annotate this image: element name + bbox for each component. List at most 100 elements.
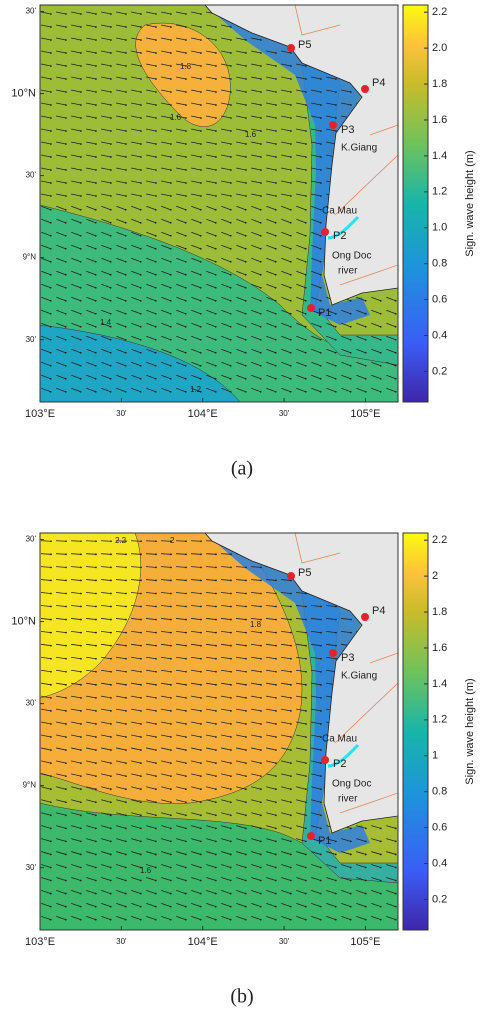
wave-arrow: [116, 838, 126, 842]
wave-arrow: [131, 24, 141, 28]
wave-arrow-head: [214, 905, 217, 908]
wave-arrow-head: [95, 605, 97, 608]
wave-arrow-head: [50, 683, 52, 686]
wave-arrow: [116, 786, 126, 790]
wave-arrow-head: [230, 618, 232, 621]
wave-arrow-head: [140, 566, 142, 569]
colorbar-tick-label: 0.4: [432, 857, 447, 869]
wave-arrow: [250, 618, 262, 620]
wave-arrow-head: [379, 905, 382, 908]
wave-arrow-head: [304, 299, 307, 302]
wave-arrow: [70, 669, 82, 673]
wave-arrow: [161, 682, 171, 686]
wave-arrow-head: [185, 104, 187, 106]
wave-arrow: [356, 864, 366, 868]
wave-arrow: [146, 838, 156, 842]
wave-arrow: [206, 50, 216, 54]
wave-arrow-head: [320, 683, 322, 686]
wave-arrow: [116, 76, 126, 80]
wave-arrow: [116, 167, 126, 171]
wave-arrow-head: [95, 696, 97, 699]
wave-arrow: [41, 167, 51, 171]
wave-arrow: [71, 773, 81, 777]
wave-arrow-head: [274, 351, 277, 354]
wave-arrow: [176, 193, 186, 197]
wave-arrow: [71, 218, 81, 224]
wave-arrow: [341, 374, 351, 380]
wave-arrow: [71, 128, 81, 132]
wave-arrow: [101, 335, 111, 341]
wave-arrow-head: [155, 605, 157, 608]
wave-arrow-head: [50, 156, 52, 158]
wave-arrow: [356, 296, 366, 302]
wave-arrow-head: [214, 247, 217, 250]
wave-arrow: [266, 309, 276, 315]
wave-arrow: [100, 605, 112, 607]
wave-arrow: [56, 851, 66, 855]
wave-arrow: [311, 205, 321, 211]
wave-arrow-head: [199, 918, 202, 921]
wave-arrow: [116, 63, 126, 67]
map-area: [40, 5, 398, 402]
wave-arrow: [191, 205, 201, 211]
wave-arrow: [161, 773, 171, 777]
wave-arrow-head: [379, 892, 382, 895]
wave-arrow: [55, 656, 67, 660]
wave-arrow: [281, 63, 291, 67]
wave-arrow-head: [169, 390, 172, 393]
wave-arrow: [266, 348, 276, 354]
wave-arrow: [266, 205, 276, 211]
wave-arrow-head: [364, 351, 367, 354]
wave-arrow-head: [94, 801, 97, 804]
wave-arrow: [326, 864, 336, 868]
wave-arrow-head: [245, 91, 247, 93]
wave-arrow-head: [109, 286, 112, 289]
wave-arrow: [236, 348, 246, 354]
wave-arrow: [221, 902, 231, 908]
wave-arrow: [220, 566, 232, 568]
wave-arrow: [266, 180, 276, 184]
wave-arrow-head: [230, 195, 232, 197]
wave-arrow-head: [215, 566, 217, 569]
wave-arrow: [56, 309, 66, 315]
wave-arrow-head: [394, 338, 397, 341]
wave-arrow: [221, 180, 231, 184]
wave-arrow-head: [94, 377, 97, 380]
wave-arrow: [221, 890, 231, 894]
wave-arrow-head: [80, 696, 82, 699]
wave-arrow-head: [110, 39, 112, 41]
wave-arrow: [161, 231, 171, 237]
wave-arrow-head: [290, 683, 292, 686]
wave-arrow-head: [65, 592, 67, 595]
wave-arrow-head: [290, 631, 292, 634]
wave-arrow: [191, 11, 201, 15]
wave-arrow-head: [260, 195, 262, 197]
wave-arrow: [116, 695, 126, 699]
wave-arrow-head: [94, 234, 97, 237]
wave-arrow: [311, 244, 321, 250]
wave-arrow: [191, 361, 201, 367]
wave-arrow: [86, 257, 96, 263]
wave-arrow: [131, 102, 141, 106]
wave-arrow-head: [139, 221, 142, 224]
wave-arrow: [371, 825, 381, 829]
wave-arrow: [131, 231, 141, 237]
wave-arrow-head: [184, 260, 187, 263]
wave-arrow-head: [170, 117, 172, 119]
wave-arrow-head: [125, 91, 127, 93]
wave-arrow-head: [290, 65, 292, 67]
wave-arrow-head: [379, 390, 382, 393]
wave-arrow-head: [95, 39, 97, 41]
wave-arrow: [161, 812, 171, 816]
wave-arrow-head: [229, 801, 232, 804]
wave-arrow-head: [170, 78, 172, 80]
wave-arrow: [236, 902, 246, 908]
wave-arrow-head: [214, 814, 217, 817]
wave-arrow: [175, 605, 187, 607]
wave-arrow-head: [125, 566, 127, 569]
wave-arrow-head: [260, 566, 262, 569]
wave-arrow-head: [125, 182, 127, 184]
wave-arrow: [40, 656, 52, 660]
wave-arrow: [311, 283, 321, 289]
wave-arrow-head: [64, 351, 67, 354]
